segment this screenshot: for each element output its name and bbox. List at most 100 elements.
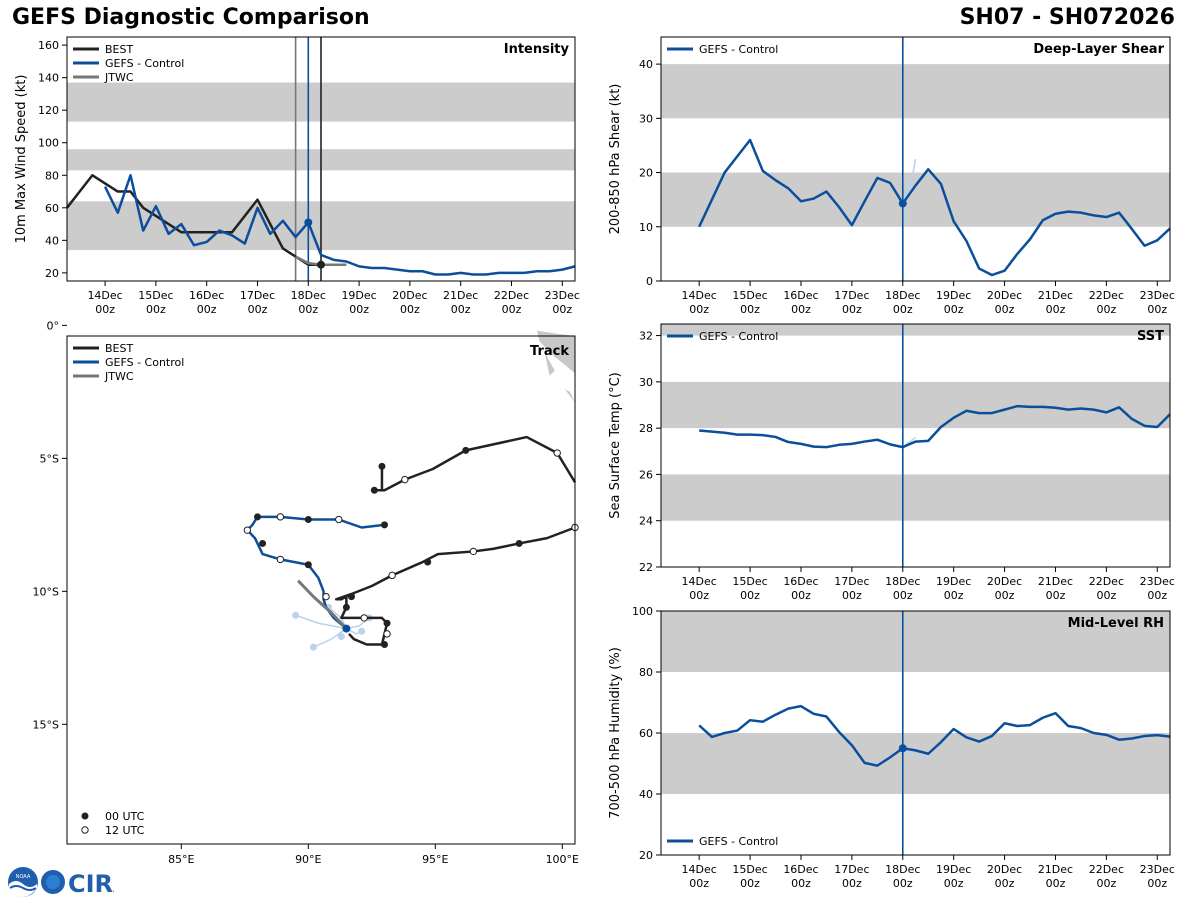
dot-00utc <box>304 516 312 524</box>
x-tick-sublabel: 00z <box>689 877 709 890</box>
dot-00utc <box>370 486 378 494</box>
dot-12utc <box>469 547 478 556</box>
x-tick-sublabel: 00z <box>349 303 369 316</box>
x-tick-label: 22Dec <box>1089 289 1124 302</box>
y-tick-label: 40 <box>45 234 59 247</box>
legend-label: GEFS - Control <box>105 356 184 369</box>
x-tick-label: 19Dec <box>936 289 971 302</box>
legend-label: BEST <box>105 342 133 355</box>
x-tick-label: 15Dec <box>732 289 767 302</box>
x-tick-sublabel: 00z <box>944 877 964 890</box>
x-tick-label: 19Dec <box>341 289 376 302</box>
x-tick-sublabel: 00z <box>1147 589 1167 602</box>
plot-frame <box>660 36 1171 282</box>
x-tick-sublabel: 00z <box>95 303 115 316</box>
current-time-marker <box>317 260 325 269</box>
y-tick-label: 20 <box>639 849 653 862</box>
x-tick-label: 22Dec <box>1089 575 1124 588</box>
legend-label: JTWC <box>104 370 134 383</box>
legend-label: BEST <box>105 43 133 56</box>
x-tick-label: 19Dec <box>936 575 971 588</box>
land-mass <box>536 330 575 374</box>
y-axis-label: 10m Max Wind Speed (kt) <box>14 75 29 244</box>
x-tick-label: 14Dec <box>87 289 122 302</box>
threshold-band <box>661 611 1170 672</box>
x-tick-label: 90°E <box>295 853 321 866</box>
x-tick-sublabel: 00z <box>197 303 217 316</box>
y-tick-label: 10 <box>639 221 653 234</box>
x-tick-sublabel: 00z <box>451 303 471 316</box>
y-tick-label: 30 <box>639 376 653 389</box>
plot-frame <box>66 36 576 282</box>
x-tick-label: 15Dec <box>732 575 767 588</box>
y-tick-label: 24 <box>639 515 653 528</box>
x-tick-label: 18Dec <box>885 863 920 876</box>
x-tick-sublabel: 00z <box>791 303 811 316</box>
cira-logo-text: CIRA <box>68 870 114 898</box>
x-tick-label: 18Dec <box>885 289 920 302</box>
x-tick-label: 20Dec <box>987 575 1022 588</box>
x-tick-label: 15Dec <box>732 863 767 876</box>
y-tick-label: 100 <box>38 137 59 150</box>
dot-00utc <box>304 561 312 569</box>
y-tick-label: 80 <box>639 666 653 679</box>
x-tick-sublabel: 00z <box>944 303 964 316</box>
y-tick-label: 60 <box>639 727 653 740</box>
y-tick-label: 40 <box>639 58 653 71</box>
dot-00utc <box>462 446 470 454</box>
svg-text:NOAA: NOAA <box>16 874 31 880</box>
x-tick-label: 16Dec <box>783 863 818 876</box>
x-tick-sublabel: 00z <box>842 589 862 602</box>
ensemble-track <box>295 614 347 630</box>
dot-00utc <box>254 513 261 521</box>
x-tick-sublabel: 00z <box>842 877 862 890</box>
x-tick-label: 14Dec <box>682 289 717 302</box>
y-axis-label: 700-500 hPa Humidity (%) <box>608 647 623 819</box>
x-tick-label: 21Dec <box>1038 863 1073 876</box>
storm-id-title: SH07 - SH072026 <box>959 5 1175 30</box>
y-tick-label: 0° <box>47 319 60 332</box>
y-tick-label: 20 <box>45 267 59 280</box>
x-tick-sublabel: 00z <box>1147 877 1167 890</box>
best-track-line <box>373 435 577 492</box>
panel-title: SST <box>1137 329 1164 344</box>
dot-12utc <box>553 449 561 457</box>
x-tick-sublabel: 00z <box>1096 877 1116 890</box>
panel-title: Intensity <box>504 42 570 57</box>
x-tick-label: 20Dec <box>987 289 1022 302</box>
x-tick-label: 85°E <box>168 853 194 866</box>
dot-12utc <box>360 614 368 622</box>
current-time-marker <box>898 199 907 208</box>
threshold-band <box>661 381 1170 429</box>
plot-frame <box>660 323 1171 568</box>
y-axis-label: Sea Surface Temp (°C) <box>608 372 623 519</box>
dot-00utc <box>381 521 388 529</box>
x-tick-label: 17Dec <box>834 863 869 876</box>
y-tick-label: 32 <box>639 330 653 343</box>
x-tick-label: 23Dec <box>1140 575 1175 588</box>
dot-00utc <box>383 619 391 627</box>
dot-12utc <box>243 526 252 534</box>
x-tick-sublabel: 00z <box>689 303 709 316</box>
x-tick-sublabel: 00z <box>689 589 709 602</box>
current-time-marker <box>898 744 907 753</box>
legend-marker-12utc <box>81 826 89 834</box>
threshold-band <box>661 474 1170 521</box>
series-line <box>698 704 1171 767</box>
x-tick-label: 21Dec <box>1038 575 1073 588</box>
x-tick-sublabel: 00z <box>740 877 760 890</box>
y-tick-label: 100 <box>632 605 653 618</box>
x-tick-label: 21Dec <box>1038 289 1073 302</box>
ensemble-line <box>902 203 909 222</box>
x-tick-label: 22Dec <box>494 289 529 302</box>
y-tick-label: 160 <box>38 39 59 52</box>
dot-00utc <box>424 558 432 566</box>
dot-12utc <box>276 513 285 521</box>
y-tick-label: 30 <box>639 112 653 125</box>
y-axis-label: 200-850 hPa Shear (kt) <box>608 84 623 235</box>
dot-00utc <box>378 462 386 470</box>
dot-00utc <box>347 593 355 601</box>
ensemble-end-dot <box>337 633 345 641</box>
legend-label: GEFS - Control <box>699 835 778 848</box>
dot-12utc <box>388 571 396 580</box>
